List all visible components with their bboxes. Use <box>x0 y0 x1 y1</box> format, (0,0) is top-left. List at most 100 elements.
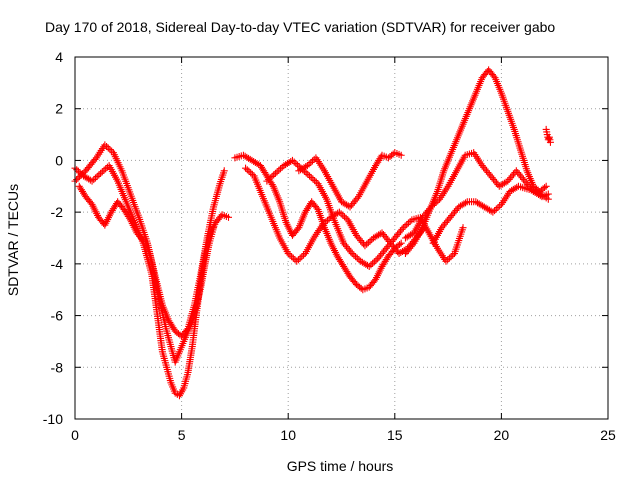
data-point <box>289 254 297 262</box>
data-point <box>353 194 361 202</box>
data-point <box>372 256 380 264</box>
data-point <box>288 156 296 164</box>
data-point <box>88 177 96 185</box>
data-point <box>447 253 455 261</box>
x-tick-label: 10 <box>280 427 296 443</box>
series-track-i <box>401 149 552 242</box>
data-point <box>304 170 312 178</box>
data-point <box>74 167 82 175</box>
axis-tick-labels: 0 5 10 15 20 25 -10 -8 -6 -4 -2 0 2 4 <box>43 49 616 443</box>
data-point <box>307 158 315 166</box>
data-point <box>275 166 283 174</box>
data-point <box>397 151 405 159</box>
data-point <box>73 176 81 184</box>
data-point <box>369 259 377 267</box>
data-point <box>491 207 499 215</box>
data-point <box>292 160 300 168</box>
data-point <box>427 203 435 211</box>
data-point <box>271 169 279 177</box>
data-point <box>364 239 372 247</box>
data-point <box>494 203 502 211</box>
data-point <box>102 165 110 173</box>
data-point <box>544 195 552 203</box>
data-point <box>339 211 347 219</box>
series-track-k <box>542 125 554 146</box>
data-point <box>97 169 105 177</box>
data-point <box>76 169 84 177</box>
data-point <box>247 169 255 177</box>
data-point <box>266 174 274 182</box>
data-point <box>462 199 470 207</box>
data-point <box>363 240 371 248</box>
data-point <box>284 250 292 258</box>
y-axis-label: SDTVAR / TECUs <box>5 184 21 296</box>
data-point <box>73 166 81 174</box>
data-point <box>337 210 345 218</box>
x-tick-label: 0 <box>71 427 79 443</box>
data-point <box>294 256 302 264</box>
data-point <box>104 144 112 152</box>
data-point <box>542 182 550 190</box>
y-tick-label: -8 <box>51 359 64 375</box>
data-point <box>309 157 317 165</box>
data-point <box>546 138 554 146</box>
data-point <box>290 158 298 166</box>
data-point <box>306 172 314 180</box>
data-series-layer <box>71 66 554 400</box>
data-point <box>322 218 330 226</box>
data-point <box>398 225 406 233</box>
data-point <box>318 221 326 229</box>
y-tick-label: 0 <box>55 152 63 168</box>
data-point <box>538 192 546 200</box>
data-point <box>268 181 276 189</box>
y-tick-label: -4 <box>51 256 64 272</box>
data-point <box>445 254 453 262</box>
data-point <box>220 167 228 175</box>
data-point <box>93 172 101 180</box>
series-track-c <box>75 182 218 366</box>
data-point <box>225 213 233 221</box>
data-point <box>305 160 313 168</box>
data-point <box>98 168 106 176</box>
data-point <box>91 174 99 182</box>
data-point <box>340 213 348 221</box>
data-point <box>376 230 384 238</box>
data-point <box>307 173 315 181</box>
data-point <box>210 224 218 232</box>
data-point <box>243 166 251 174</box>
data-point <box>101 141 109 149</box>
data-point <box>294 161 302 169</box>
data-point <box>309 175 317 183</box>
data-point <box>303 162 311 170</box>
data-point <box>406 217 414 225</box>
data-point <box>248 170 256 178</box>
data-point <box>426 205 434 213</box>
data-point <box>370 258 378 266</box>
data-point <box>100 166 108 174</box>
data-point <box>103 142 111 150</box>
y-tick-label: -2 <box>51 204 64 220</box>
data-point <box>409 241 417 249</box>
data-point <box>140 237 148 245</box>
y-tick-label: 4 <box>55 49 63 65</box>
data-point <box>348 250 356 258</box>
data-point <box>399 224 407 232</box>
data-point <box>352 253 360 261</box>
x-tick-label: 20 <box>494 427 510 443</box>
data-point <box>74 174 82 182</box>
data-point <box>459 224 467 232</box>
data-point <box>106 146 114 154</box>
data-point <box>286 251 294 259</box>
data-point <box>449 251 457 259</box>
data-point <box>296 254 304 262</box>
data-point <box>320 220 328 228</box>
data-point <box>293 257 301 265</box>
data-point <box>298 253 306 261</box>
data-point <box>277 165 285 173</box>
data-point <box>95 171 103 179</box>
data-point <box>302 169 310 177</box>
series-track-g <box>295 149 405 211</box>
data-point <box>350 251 358 259</box>
series-track-j <box>429 182 552 247</box>
data-point <box>125 214 133 222</box>
